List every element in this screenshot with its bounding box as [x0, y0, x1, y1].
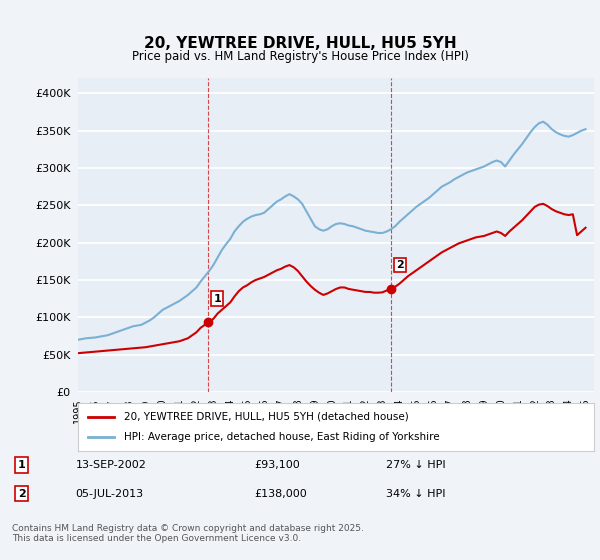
Text: Price paid vs. HM Land Registry's House Price Index (HPI): Price paid vs. HM Land Registry's House … [131, 50, 469, 63]
Text: 20, YEWTREE DRIVE, HULL, HU5 5YH: 20, YEWTREE DRIVE, HULL, HU5 5YH [143, 36, 457, 52]
Text: 1: 1 [18, 460, 26, 470]
Text: 2: 2 [18, 488, 26, 498]
Text: 20, YEWTREE DRIVE, HULL, HU5 5YH (detached house): 20, YEWTREE DRIVE, HULL, HU5 5YH (detach… [124, 412, 409, 422]
Text: 27% ↓ HPI: 27% ↓ HPI [386, 460, 446, 470]
Text: 13-SEP-2002: 13-SEP-2002 [76, 460, 146, 470]
Text: £93,100: £93,100 [254, 460, 299, 470]
Text: 2: 2 [396, 260, 404, 270]
Text: 34% ↓ HPI: 34% ↓ HPI [386, 488, 446, 498]
Text: £138,000: £138,000 [254, 488, 307, 498]
Text: HPI: Average price, detached house, East Riding of Yorkshire: HPI: Average price, detached house, East… [124, 432, 440, 442]
Text: 1: 1 [214, 293, 221, 304]
Text: Contains HM Land Registry data © Crown copyright and database right 2025.
This d: Contains HM Land Registry data © Crown c… [12, 524, 364, 543]
Text: 05-JUL-2013: 05-JUL-2013 [76, 488, 143, 498]
